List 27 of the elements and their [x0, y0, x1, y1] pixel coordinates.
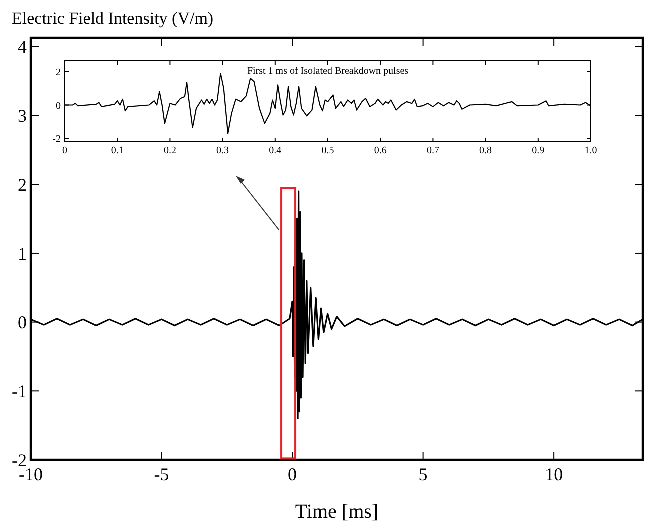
y-tick-label: 0 [18, 312, 27, 333]
x-tick-label: 0.7 [426, 146, 440, 156]
x-tick-label: 0.5 [322, 146, 334, 156]
y-tick-label: 2 [18, 174, 27, 195]
x-tick-label: -5 [154, 464, 170, 485]
x-tick-label: 0.2 [164, 146, 176, 156]
y-tick-label: 1 [18, 244, 27, 264]
x-tick-label: 0.8 [480, 146, 492, 156]
x-tick-label: 0 [288, 464, 298, 485]
x-tick-label: 0.1 [111, 146, 124, 156]
y-tick-label: -2 [52, 134, 61, 146]
x-tick-label: 10 [545, 464, 564, 485]
y-tick-label: 0 [56, 100, 61, 112]
y-tick-label: -2 [12, 450, 27, 470]
text: First 1 ms of Isolated Breakdown pulses [247, 66, 409, 77]
x-axis-title: Time [ms] [295, 501, 379, 523]
x-tick-label: 0.9 [532, 146, 545, 156]
x-tick-label: 5 [418, 464, 428, 485]
y-axis-title: Electric Field Intensity (V/m) [12, 9, 214, 28]
y-tick-label: 2 [56, 67, 61, 78]
x-tick-label: 0.6 [374, 146, 387, 156]
y-tick-label: 4 [18, 37, 27, 58]
y-tick-label: -1 [12, 381, 27, 402]
y-tick-label: 3 [18, 106, 27, 126]
x-tick-label: 0.3 [216, 146, 230, 156]
x-tick-label: 0.4 [269, 146, 282, 156]
x-tick-label: 1.0 [584, 146, 598, 156]
